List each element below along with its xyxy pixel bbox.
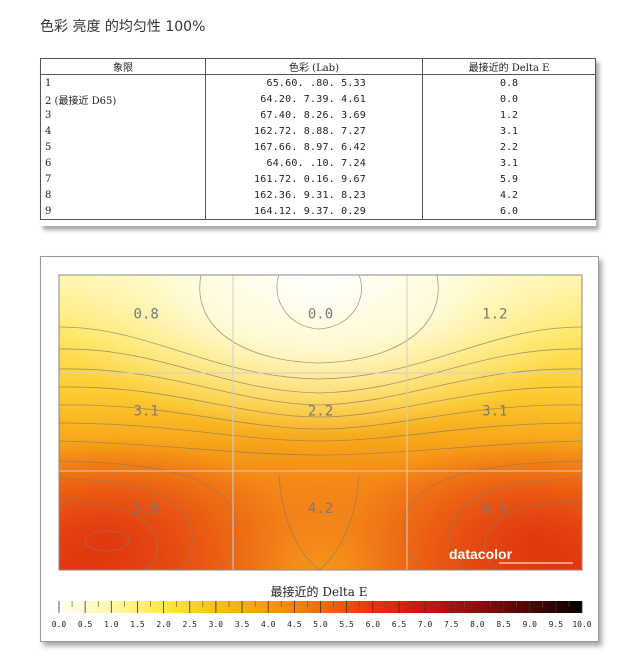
uniformity-heatmap-svg: 0.8 0.0 1.2 3.1 2.2 3.1 5.9 4.2 6.0 datacolor 最接… <box>52 274 592 629</box>
table-row: 7 161.72. 0.16. 9.67 5.9 <box>40 171 596 187</box>
colorbar-tick-label: 7.5 <box>444 620 459 629</box>
page-title: 色彩 亮度 的均匀性 100% <box>40 19 206 35</box>
cell-lab: 67.40. 8.26. 3.69 <box>205 107 423 123</box>
colorbar-tick-label: 5.5 <box>339 620 354 629</box>
colorbar-tick-label: 2.5 <box>183 620 198 629</box>
uniformity-chart: 0.8 0.0 1.2 3.1 2.2 3.1 5.9 4.2 6.0 datacolor 最接… <box>40 256 599 642</box>
header-delta-e: 最接近的 Delta E <box>422 58 596 75</box>
colorbar-title: 最接近的 Delta E <box>271 584 368 599</box>
cell-value-label: 3.1 <box>134 404 159 420</box>
datacolor-logo: datacolor <box>449 546 513 562</box>
colorbar-tick-label: 0.5 <box>78 620 93 629</box>
heatmap-bottom-right <box>59 275 582 570</box>
cell-delta-e: 3.1 <box>422 155 596 171</box>
colorbar-tick-label: 2.0 <box>156 620 171 629</box>
cell-lab: 162.36. 9.31. 8.23 <box>205 187 423 203</box>
cell-quadrant: 4 <box>40 123 206 139</box>
colorbar-tick-label: 8.5 <box>496 620 511 629</box>
table-row: 8 162.36. 9.31. 8.23 4.2 <box>40 187 596 203</box>
colorbar-tick-label: 6.5 <box>392 620 407 629</box>
cell-lab: 64.20. 7.39. 4.61 <box>205 91 423 107</box>
contour-lines <box>58 274 583 571</box>
colorbar-labels: 0.0 0.5 1.0 1.5 2.0 2.5 3.0 3.5 4.0 4.5 5.0 5.5 6.0 6… <box>52 620 592 629</box>
colorbar-tick-label: 9.0 <box>522 620 537 629</box>
contour-line <box>484 500 583 571</box>
table-row: 1 65.60. .80. 5.33 0.8 <box>40 74 596 91</box>
cell-delta-e: 3.1 <box>422 123 596 139</box>
contour-line <box>199 274 439 364</box>
cell-lab: 64.60. .10. 7.24 <box>205 155 423 171</box>
header-lab: 色彩 (Lab) <box>205 58 423 75</box>
cell-lab: 65.60. .80. 5.33 <box>205 74 423 91</box>
header-quadrant: 象限 <box>40 58 206 75</box>
table-row: 9 164.12. 9.37. 0.29 6.0 <box>40 203 596 220</box>
colorbar-ticks <box>58 601 583 613</box>
cell-lab: 167.66. 8.97. 6.42 <box>205 139 423 155</box>
cell-quadrant: 6 <box>40 155 206 171</box>
contour-line <box>84 530 130 552</box>
colorbar-tick-label: 8.0 <box>470 620 485 629</box>
lab-table: 象限 色彩 (Lab) 最接近的 Delta E 1 65.60. .80. 5.… <box>40 58 596 226</box>
cell-quadrant: 5 <box>40 139 206 155</box>
colorbar-tick-label: 1.0 <box>104 620 119 629</box>
colorbar-tick-label: 10.0 <box>572 620 591 629</box>
table-row: 3 67.40. 8.26. 3.69 1.2 <box>40 107 596 123</box>
contour-line <box>58 500 158 571</box>
contour-line <box>58 348 583 394</box>
table-row: 4 162.72. 8.88. 7.27 3.1 <box>40 123 596 139</box>
cell-value-label: 2.2 <box>308 404 333 420</box>
contour-line <box>58 386 583 418</box>
contour-line <box>58 326 583 380</box>
contour-line <box>58 478 193 571</box>
cell-value-label: 3.1 <box>482 404 507 420</box>
quadrant-grid <box>59 275 582 570</box>
cell-value-label: 1.2 <box>482 306 507 322</box>
colorbar-tick-label: 1.5 <box>130 620 145 629</box>
cell-quadrant: 3 <box>40 107 206 123</box>
cell-lab: 161.72. 0.16. 9.67 <box>205 171 423 187</box>
cell-delta-e: 1.2 <box>422 107 596 123</box>
table-row: 5 167.66. 8.97. 6.42 2.2 <box>40 139 596 155</box>
cell-delta-e: 6.0 <box>422 203 596 220</box>
contour-line <box>58 422 583 442</box>
cell-lab: 162.72. 8.88. 7.27 <box>205 123 423 139</box>
table-row: 6 64.60. .10. 7.24 3.1 <box>40 155 596 171</box>
cell-delta-e: 0.8 <box>422 74 596 91</box>
colorbar-tick-label: 6.0 <box>366 620 381 629</box>
cell-value-label: 6.0 <box>482 501 507 517</box>
cell-value-label: 0.0 <box>308 306 333 322</box>
cell-delta-e: 2.2 <box>422 139 596 155</box>
contour-line <box>58 368 583 406</box>
cell-value-label: 0.8 <box>134 306 159 322</box>
colorbar-tick-label: 3.5 <box>235 620 250 629</box>
colorbar-tick-label: 4.5 <box>287 620 302 629</box>
cell-quadrant: 8 <box>40 187 206 203</box>
contour-line <box>403 460 583 571</box>
contour-line <box>276 274 362 330</box>
contour-line <box>58 404 583 430</box>
cell-labels: 0.8 0.0 1.2 3.1 2.2 3.1 5.9 4.2 6.0 <box>134 306 508 517</box>
cell-delta-e: 0.0 <box>422 91 596 107</box>
colorbar-tick-label: 0.0 <box>52 620 67 629</box>
colorbar-tick-label: 7.0 <box>418 620 433 629</box>
colorbar-tick-label: 4.0 <box>261 620 276 629</box>
contour-line <box>449 478 583 571</box>
cell-quadrant: 2 (最接近 D65) <box>40 91 206 107</box>
cell-delta-e: 5.9 <box>422 171 596 187</box>
cell-value-label: 4.2 <box>308 501 333 517</box>
cell-quadrant: 1 <box>40 74 206 91</box>
colorbar-tick-label: 3.0 <box>209 620 224 629</box>
table-row: 2 (最接近 D65) 64.20. 7.39. 4.61 0.0 <box>40 91 596 107</box>
cell-quadrant: 7 <box>40 171 206 187</box>
heatmap-area: 0.8 0.0 1.2 3.1 2.2 3.1 5.9 4.2 6.0 datacolor <box>58 274 583 571</box>
cell-value-label: 5.9 <box>134 501 159 517</box>
contour-line <box>58 440 583 456</box>
cell-quadrant: 9 <box>40 203 206 220</box>
cell-delta-e: 4.2 <box>422 187 596 203</box>
cell-lab: 164.12. 9.37. 0.29 <box>205 203 423 220</box>
contour-line <box>58 460 237 571</box>
colorbar-tick-label: 9.5 <box>549 620 564 629</box>
heatmap-border <box>58 274 583 571</box>
colorbar-tick-label: 5.0 <box>313 620 328 629</box>
